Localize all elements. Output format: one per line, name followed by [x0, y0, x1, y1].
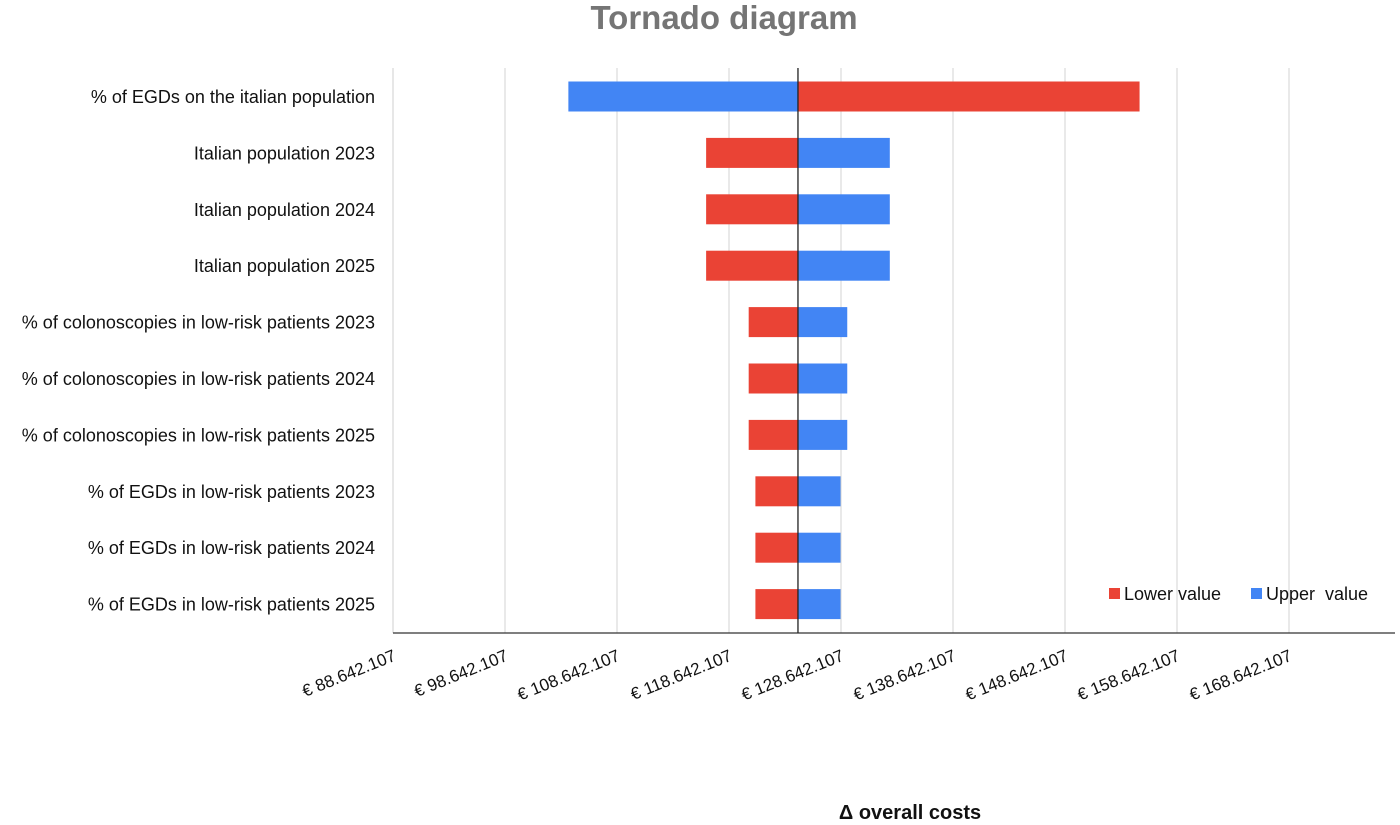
bar-lower-value	[749, 364, 798, 394]
category-label: Italian population 2025	[194, 256, 375, 276]
x-tick-label: € 138.642.107	[851, 646, 959, 704]
category-label: % of EGDs on the italian population	[91, 87, 375, 107]
category-label: Italian population 2024	[194, 200, 375, 220]
x-tick-label: € 118.642.107	[628, 646, 735, 704]
x-tick-label: € 168.642.107	[1187, 646, 1295, 704]
category-labels: % of EGDs on the italian population Itali…	[22, 87, 375, 615]
bar-upper-value	[798, 307, 847, 337]
bar-upper-value	[798, 533, 841, 563]
legend-swatch	[1251, 588, 1262, 599]
bars	[568, 82, 1139, 620]
category-label: % of EGDs in low-risk patients 2025	[88, 595, 375, 615]
x-tick-label: € 108.642.107	[515, 646, 623, 704]
category-label: % of colonoscopies in low-risk patients …	[22, 369, 375, 389]
bar-upper-value	[798, 194, 890, 224]
bar-upper-value	[798, 251, 890, 281]
category-label: Italian population 2023	[194, 143, 375, 163]
bar-upper-value	[798, 420, 847, 450]
bar-upper-value	[798, 589, 841, 619]
x-axis-label: Δ overall costs	[839, 802, 981, 824]
axes	[393, 68, 1395, 633]
bar-lower-value	[749, 307, 798, 337]
x-tick-label: € 148.642.107	[963, 646, 1071, 704]
bar-lower-value	[755, 589, 798, 619]
legend-label: Upper value	[1266, 584, 1368, 604]
bar-lower-value	[755, 533, 798, 563]
legend-label: Lower value	[1124, 584, 1221, 604]
legend: Lower value Upper value	[1109, 584, 1368, 604]
x-tick-label: € 128.642.107	[739, 646, 847, 704]
gridlines	[505, 68, 1289, 633]
chart-title: Tornado diagram	[590, 0, 857, 36]
x-tick-label: € 158.642.107	[1075, 646, 1183, 704]
category-label: % of EGDs in low-risk patients 2024	[88, 538, 375, 558]
legend-swatch	[1109, 588, 1120, 599]
category-label: % of colonoscopies in low-risk patients …	[22, 425, 375, 445]
bar-upper-value	[798, 476, 841, 506]
bar-upper-value	[798, 364, 847, 394]
category-label: % of EGDs in low-risk patients 2023	[88, 482, 375, 502]
bar-lower-value	[755, 476, 798, 506]
bar-lower-value	[749, 420, 798, 450]
tornado-chart: Tornado diagram % of EGDs on the italian…	[0, 0, 1400, 825]
bar-lower-value	[798, 82, 1140, 112]
x-tick-labels: € 88.642.107 € 98.642.107 € 108.642.107 € 1…	[299, 646, 1294, 704]
bar-lower-value	[706, 194, 798, 224]
x-tick-label: € 98.642.107	[411, 646, 510, 701]
bar-lower-value	[706, 138, 798, 168]
category-label: % of colonoscopies in low-risk patients …	[22, 313, 375, 333]
bar-lower-value	[706, 251, 798, 281]
bar-upper-value	[798, 138, 890, 168]
bar-upper-value	[568, 82, 798, 112]
x-tick-label: € 88.642.107	[299, 646, 398, 701]
